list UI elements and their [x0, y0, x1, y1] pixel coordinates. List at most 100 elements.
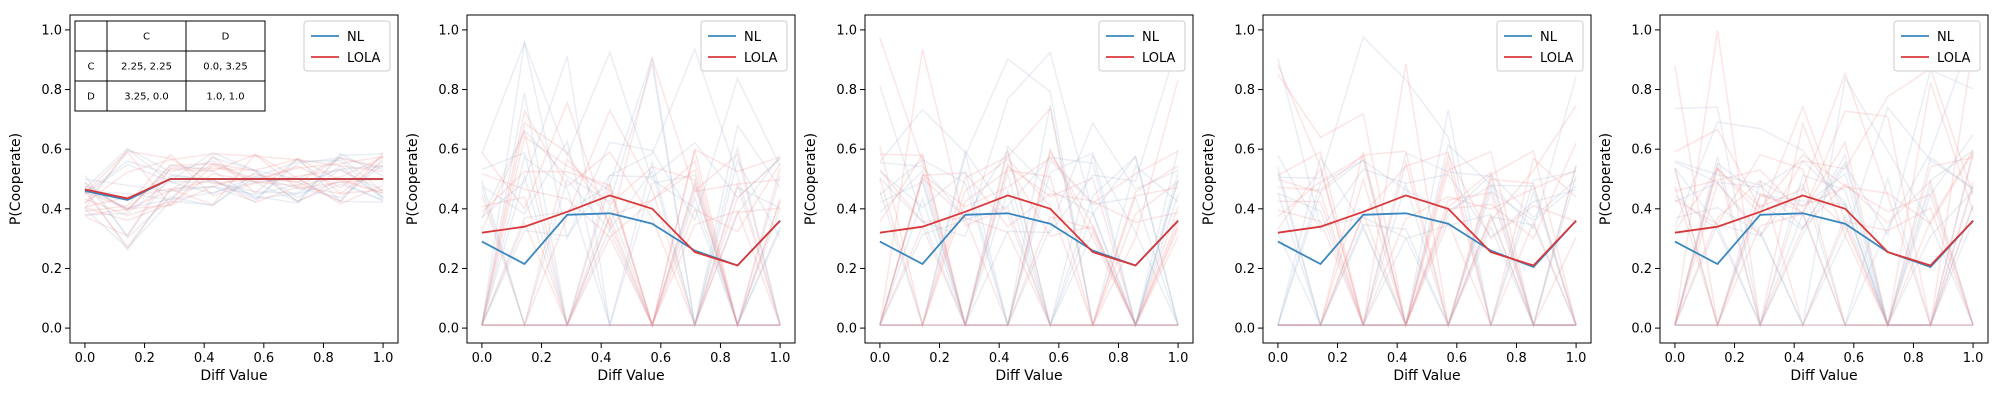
run-line	[84, 159, 384, 250]
run-line	[1277, 35, 1577, 328]
y-axis-label: P(Cooperate)	[1201, 133, 1217, 225]
legend-label-lola: LOLA	[1540, 51, 1574, 66]
run-line	[1674, 163, 1974, 328]
table-cell: D	[222, 32, 230, 43]
run-line	[1277, 153, 1577, 326]
chart-panel-1: 0.0 0.2 0.4 0.6 0.8 1.0 0.0 0.2 0.4 0.6 0.8 1.0 Diff…	[8, 14, 399, 384]
y-tick-label: 0.2	[1631, 262, 1652, 277]
run-line	[481, 121, 781, 328]
table-cell: 3.25, 0.0	[124, 92, 169, 103]
x-tick-label: 0.8	[1506, 351, 1527, 366]
y-tick-label: 0.0	[438, 322, 459, 337]
y-tick-label: 1.0	[438, 23, 459, 38]
run-line	[1674, 168, 1974, 328]
x-axis-label: Diff Value	[200, 368, 267, 384]
run-line	[481, 63, 781, 326]
x-tick-label: 0.8	[313, 351, 334, 366]
y-tick-label: 0.2	[438, 262, 459, 277]
x-tick-label: 1.0	[373, 351, 394, 366]
axes-frame	[864, 14, 1194, 344]
run-line	[1674, 156, 1974, 328]
x-tick-label: 0.0	[75, 351, 96, 366]
run-line	[879, 158, 1179, 328]
run-line	[84, 157, 384, 203]
run-line	[481, 177, 781, 328]
y-tick-label: 0.0	[836, 322, 857, 337]
plot-area	[1277, 35, 1577, 328]
run-line	[879, 149, 1179, 326]
y-tick-label: 0.8	[438, 83, 459, 98]
run-line	[1674, 121, 1974, 328]
run-line	[481, 139, 781, 329]
x-tick-label: 0.0	[870, 351, 891, 366]
x-tick-label: 0.2	[1724, 351, 1745, 366]
run-line	[879, 148, 1179, 326]
x-tick-label: 0.8	[1903, 351, 1924, 366]
run-line	[84, 153, 384, 204]
run-line	[1277, 150, 1577, 328]
run-line	[481, 135, 781, 328]
legend-label-nl: NL	[347, 30, 365, 45]
legend-label-nl: NL	[744, 30, 762, 45]
y-tick-label: 0.4	[1234, 202, 1255, 217]
y-tick-label: 0.6	[1234, 143, 1255, 158]
y-tick-label: 1.0	[41, 23, 62, 38]
run-line	[879, 172, 1179, 326]
table-cell: 1.0, 1.0	[206, 92, 244, 103]
legend-label-lola: LOLA	[347, 51, 381, 66]
legend-box	[1496, 20, 1584, 72]
x-axis-label: Diff Value	[995, 368, 1062, 384]
run-line	[84, 178, 384, 248]
x-tick-label: 0.4	[591, 351, 612, 366]
run-line	[84, 155, 384, 210]
run-line	[84, 155, 384, 217]
run-line	[879, 121, 1179, 326]
run-line	[1277, 155, 1577, 328]
run-line	[481, 108, 781, 328]
legend-label-lola: LOLA	[1937, 51, 1971, 66]
run-line	[1674, 151, 1974, 328]
y-tick-label: 1.0	[1631, 23, 1652, 38]
run-line	[879, 159, 1179, 328]
y-tick-label: 0.0	[1631, 322, 1652, 337]
run-line	[84, 151, 384, 216]
run-line	[1674, 106, 1974, 326]
x-tick-label: 0.0	[472, 351, 493, 366]
x-tick-label: 0.4	[989, 351, 1010, 366]
run-line	[879, 165, 1179, 328]
table-cell: 2.25, 2.25	[121, 62, 172, 73]
y-tick-label: 0.8	[1631, 83, 1652, 98]
x-axis-label: Diff Value	[1790, 368, 1857, 384]
y-tick-label: 0.6	[41, 143, 62, 158]
axes-frame	[1659, 14, 1989, 344]
legend: NL LOLA	[303, 20, 391, 72]
legend: NL LOLA	[700, 20, 788, 72]
run-line	[879, 179, 1179, 328]
run-line	[1277, 159, 1577, 328]
x-tick-label: 0.4	[1387, 351, 1408, 366]
run-line	[1674, 175, 1974, 328]
run-line	[84, 150, 384, 194]
y-tick-label: 0.4	[836, 202, 857, 217]
legend-label-nl: NL	[1937, 30, 1955, 45]
run-line	[879, 149, 1179, 328]
y-axis-label: P(Cooperate)	[1598, 133, 1614, 225]
run-line	[879, 149, 1179, 328]
chart-panel-3: 0.0 0.2 0.4 0.6 0.8 1.0 0.0 0.2 0.4 0.6 0.8 1.0 Diff…	[803, 14, 1194, 384]
x-tick-label: 0.4	[1784, 351, 1805, 366]
x-axis-label: Diff Value	[597, 368, 664, 384]
legend-label-nl: NL	[1142, 30, 1160, 45]
x-tick-label: 1.0	[770, 351, 791, 366]
plot-area	[879, 37, 1179, 329]
y-tick-label: 1.0	[1234, 23, 1255, 38]
x-axis-label: Diff Value	[1393, 368, 1460, 384]
y-tick-label: 0.8	[836, 83, 857, 98]
axes-frame	[1262, 14, 1592, 344]
x-tick-label: 0.2	[1327, 351, 1348, 366]
x-tick-label: 0.2	[531, 351, 552, 366]
run-line	[879, 169, 1179, 328]
run-line	[879, 42, 1179, 328]
run-line	[1277, 155, 1577, 239]
x-tick-label: 0.4	[194, 351, 215, 366]
